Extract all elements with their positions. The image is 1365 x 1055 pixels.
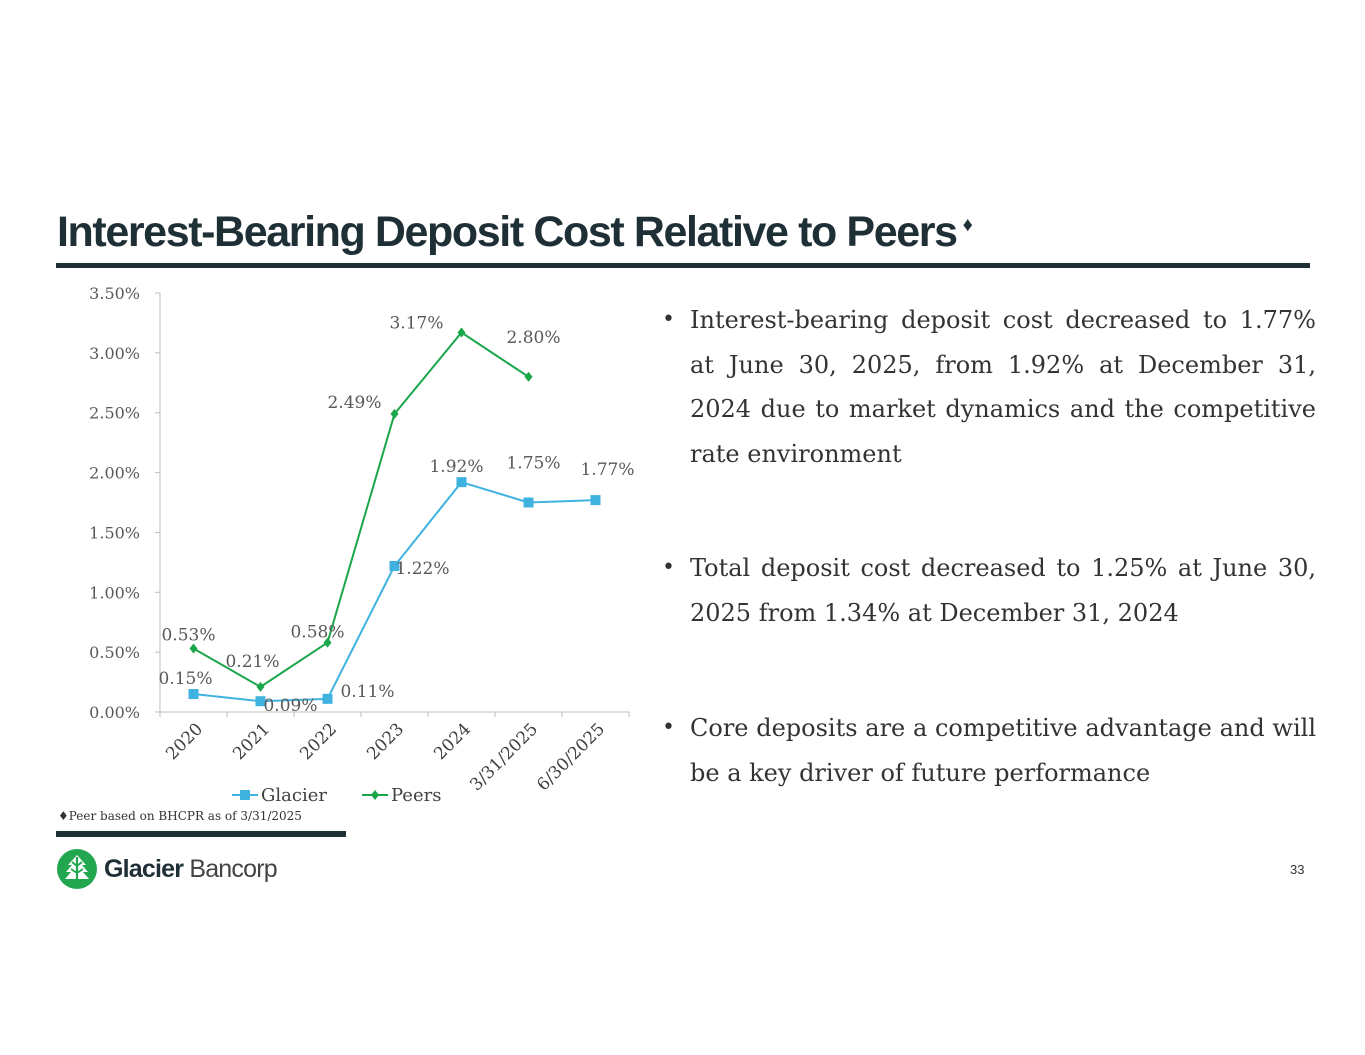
bullet-icon: • bbox=[662, 307, 675, 332]
x-tick-label: 2021 bbox=[229, 719, 274, 764]
bullet-text: Core deposits are a competitive advantag… bbox=[690, 714, 1316, 787]
bullet-item: • Core deposits are a competitive advanta… bbox=[662, 706, 1316, 795]
y-tick-label: 3.50% bbox=[89, 284, 140, 303]
x-tick-label: 3/31/2025 bbox=[466, 719, 542, 795]
peers-marker bbox=[524, 371, 533, 382]
y-tick-label: 2.50% bbox=[89, 404, 140, 423]
footnote: ♦Peer based on BHCPR as of 3/31/2025 bbox=[58, 809, 302, 823]
title-divider bbox=[56, 263, 1310, 268]
glacier-line-segment bbox=[326, 565, 396, 700]
footnote-divider bbox=[56, 831, 346, 837]
glacier-data-label: 0.11% bbox=[340, 682, 394, 702]
company-logo: Glacier Bancorp bbox=[56, 848, 278, 890]
peers-line-segment bbox=[460, 331, 530, 378]
glacier-line-segment bbox=[528, 499, 596, 504]
glacier-legend-marker bbox=[240, 790, 250, 800]
peers-line-segment bbox=[259, 641, 329, 688]
glacier-marker bbox=[389, 560, 400, 571]
glacier-marker bbox=[523, 497, 534, 508]
bullet-item: • Total deposit cost decreased to 1.25% a… bbox=[662, 546, 1316, 706]
peers-legend-marker bbox=[371, 790, 379, 800]
y-tick-label: 1.50% bbox=[89, 523, 140, 542]
diamond-icon: ♦ bbox=[962, 214, 973, 236]
deposit-cost-chart: 0.00% 0.50% 1.00% 1.50% 2.00% 2.50% 3.00% 3.50%… bbox=[89, 284, 634, 806]
y-tick-label: 3.00% bbox=[89, 344, 140, 363]
glacier-data-label: 1.22% bbox=[395, 559, 449, 579]
glacier-line-segment bbox=[193, 693, 261, 703]
glacier-marker bbox=[322, 693, 333, 704]
glacier-marker bbox=[590, 495, 601, 506]
bullet-text: Interest-bearing deposit cost decreased … bbox=[690, 306, 1316, 468]
x-tick-label: 2022 bbox=[296, 719, 341, 764]
peers-marker bbox=[256, 681, 265, 692]
bullet-icon: • bbox=[662, 715, 675, 740]
glacier-data-label: 1.77% bbox=[580, 460, 634, 480]
glacier-legend-label: Glacier bbox=[261, 785, 327, 806]
peers-data-label: 3.17% bbox=[389, 314, 443, 334]
glacier-marker bbox=[188, 689, 199, 700]
peers-line-segment bbox=[393, 331, 463, 415]
tree-logo-icon bbox=[57, 849, 97, 889]
bullet-item: • Interest-bearing deposit cost decreased… bbox=[662, 298, 1316, 546]
peers-data-label: 2.80% bbox=[506, 328, 560, 348]
peers-data-label: 2.49% bbox=[327, 393, 381, 413]
peers-line-segment bbox=[193, 647, 261, 688]
glacier-line-segment bbox=[461, 481, 529, 504]
glacier-line-segment bbox=[393, 481, 463, 567]
peers-data-label: 0.53% bbox=[161, 626, 215, 646]
bullet-list: • Interest-bearing deposit cost decreased… bbox=[662, 298, 1316, 795]
glacier-data-label: 1.92% bbox=[429, 457, 483, 477]
y-tick-label: 0.00% bbox=[89, 703, 140, 722]
x-tick-label: 2020 bbox=[162, 719, 207, 764]
glacier-data-label: 0.15% bbox=[158, 669, 212, 689]
bullet-icon: • bbox=[662, 555, 675, 580]
glacier-data-label: 0.09% bbox=[263, 696, 317, 716]
peers-data-label: 0.58% bbox=[290, 623, 344, 643]
peers-marker bbox=[457, 327, 466, 338]
glacier-marker bbox=[255, 696, 266, 707]
y-tick-label: 2.00% bbox=[89, 464, 140, 483]
glacier-line-segment bbox=[260, 697, 328, 703]
logo-name-light: Bancorp bbox=[183, 854, 277, 883]
slide-title: Interest-Bearing Deposit Cost Relative t… bbox=[57, 208, 973, 257]
page-number: 33 bbox=[1290, 862, 1305, 877]
bullet-text: Total deposit cost decreased to 1.25% at… bbox=[690, 554, 1316, 627]
peers-marker bbox=[323, 637, 332, 648]
glacier-data-label: 1.75% bbox=[506, 454, 560, 474]
glacier-marker bbox=[456, 477, 467, 488]
y-tick-label: 1.00% bbox=[89, 583, 140, 602]
x-tick-label: 6/30/2025 bbox=[533, 719, 609, 795]
peers-line-segment bbox=[326, 413, 396, 643]
peers-marker bbox=[189, 643, 198, 654]
x-tick-label: 2024 bbox=[430, 719, 475, 764]
x-tick-label: 2023 bbox=[363, 719, 408, 764]
peers-data-label: 0.21% bbox=[225, 652, 279, 672]
logo-name-bold: Glacier bbox=[104, 854, 184, 883]
logo-wordmark: Glacier Bancorp bbox=[104, 854, 278, 884]
y-tick-label: 0.50% bbox=[89, 643, 140, 662]
peers-legend-label: Peers bbox=[391, 785, 441, 806]
peers-marker bbox=[390, 408, 399, 419]
slide-title-text: Interest-Bearing Deposit Cost Relative t… bbox=[57, 208, 958, 256]
